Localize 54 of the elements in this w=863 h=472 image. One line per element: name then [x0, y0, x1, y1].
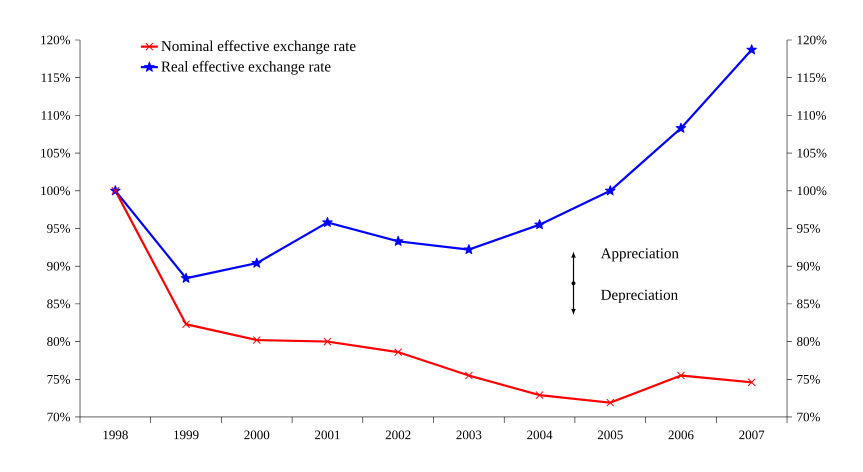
- y2-tick-label: 80%: [797, 337, 820, 346]
- y2-tick-label: 70%: [797, 412, 820, 422]
- y-tick-label: 80%: [47, 337, 70, 346]
- x-tick-label: 2005: [598, 430, 623, 440]
- point: [182, 320, 190, 328]
- y2-tick-label: 75%: [797, 374, 820, 384]
- annotation: Depreciation: [601, 290, 678, 303]
- y2-tick-label: 120%: [798, 36, 826, 44]
- y-tick-label: 100%: [41, 186, 70, 196]
- point: [676, 122, 686, 133]
- y2-tick-label: 85%: [797, 299, 820, 308]
- x-tick-label: 2004: [527, 430, 552, 440]
- y2-tick-label: 95%: [796, 224, 820, 233]
- point: [323, 338, 332, 346]
- x-tick-label: 2001: [315, 430, 340, 440]
- y-tick-label: 120%: [41, 36, 70, 44]
- point: [252, 258, 262, 268]
- x-tick-label: 2007: [739, 430, 764, 440]
- point: [536, 391, 544, 400]
- point: [464, 244, 474, 254]
- x-tick-label: 2000: [244, 430, 270, 440]
- point: [605, 185, 616, 196]
- point: [394, 348, 402, 356]
- legend-label: Nominal effective exchange rate: [161, 40, 356, 54]
- annotation: Appreciation: [600, 248, 679, 262]
- x-tick-label: 2003: [456, 430, 482, 440]
- y-tick-label: 90%: [47, 262, 70, 271]
- point: [746, 44, 757, 54]
- x-tick-label: 1998: [104, 430, 128, 440]
- y-tick-label: 85%: [47, 299, 70, 308]
- y-tick-label: 115%: [42, 73, 70, 82]
- y-tick-label: 70%: [48, 412, 70, 422]
- y2-tick-label: 100%: [798, 186, 826, 196]
- y-tick-label: 75%: [48, 374, 70, 384]
- point: [392, 236, 404, 246]
- x-tick-label: 1999: [174, 430, 199, 440]
- y2-tick-label: 90%: [796, 262, 820, 271]
- x-tick-label: 2006: [668, 430, 694, 440]
- point: [464, 371, 473, 380]
- x-tick-label: 2002: [386, 430, 410, 440]
- point: [534, 219, 545, 230]
- point: [748, 378, 756, 386]
- y2-tick-label: 105%: [798, 148, 826, 158]
- point: [676, 371, 685, 380]
- point: [606, 398, 614, 407]
- y2-tick-label: 115%: [798, 73, 826, 82]
- y-tick-label: 105%: [41, 148, 70, 158]
- point: [252, 336, 261, 344]
- point: [322, 216, 333, 227]
- y-tick-label: 95%: [47, 224, 70, 233]
- legend-label: Real effective exchange rate: [161, 60, 330, 75]
- point: [180, 272, 192, 283]
- y2-tick-label: 110%: [798, 110, 826, 120]
- y-tick-label: 110%: [42, 110, 70, 120]
